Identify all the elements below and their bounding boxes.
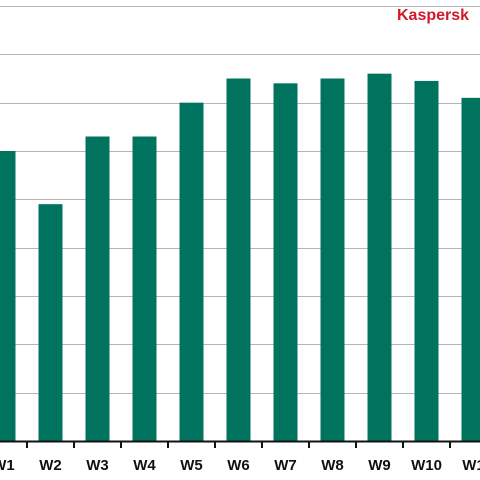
- x-tick-label: W1: [462, 457, 480, 474]
- bar-w1: [0, 151, 16, 441]
- bar-w9: [367, 73, 392, 442]
- x-tick-label: W8: [321, 457, 344, 474]
- x-tick-label: W5: [180, 457, 203, 474]
- bar-w8: [320, 78, 345, 441]
- bar-w2: [38, 204, 63, 441]
- bar-w1: [461, 97, 480, 441]
- bar-w5: [179, 102, 204, 442]
- x-tick-label: W9: [368, 457, 391, 474]
- x-tick-label: W10: [411, 457, 442, 474]
- x-axis-ticks: [26, 441, 451, 448]
- brand-watermark: Kaspersk: [397, 7, 469, 24]
- x-tick-label: W4: [133, 457, 156, 474]
- x-axis-tick-labels: W1 W2 W3 W4 W5 W6 W7 W8 W9 W10 W1: [0, 457, 480, 474]
- bar-w7: [273, 83, 298, 441]
- x-tick-label: W6: [227, 457, 250, 474]
- bar-w4: [132, 136, 157, 441]
- bars: [0, 73, 480, 442]
- bar-w6: [226, 78, 251, 441]
- x-tick-label: W1: [0, 457, 15, 474]
- bar-w3: [85, 136, 110, 441]
- x-tick-label: W7: [274, 457, 297, 474]
- x-tick-label: W2: [39, 457, 62, 474]
- x-tick-label: W3: [86, 457, 109, 474]
- bar-w10: [414, 80, 439, 442]
